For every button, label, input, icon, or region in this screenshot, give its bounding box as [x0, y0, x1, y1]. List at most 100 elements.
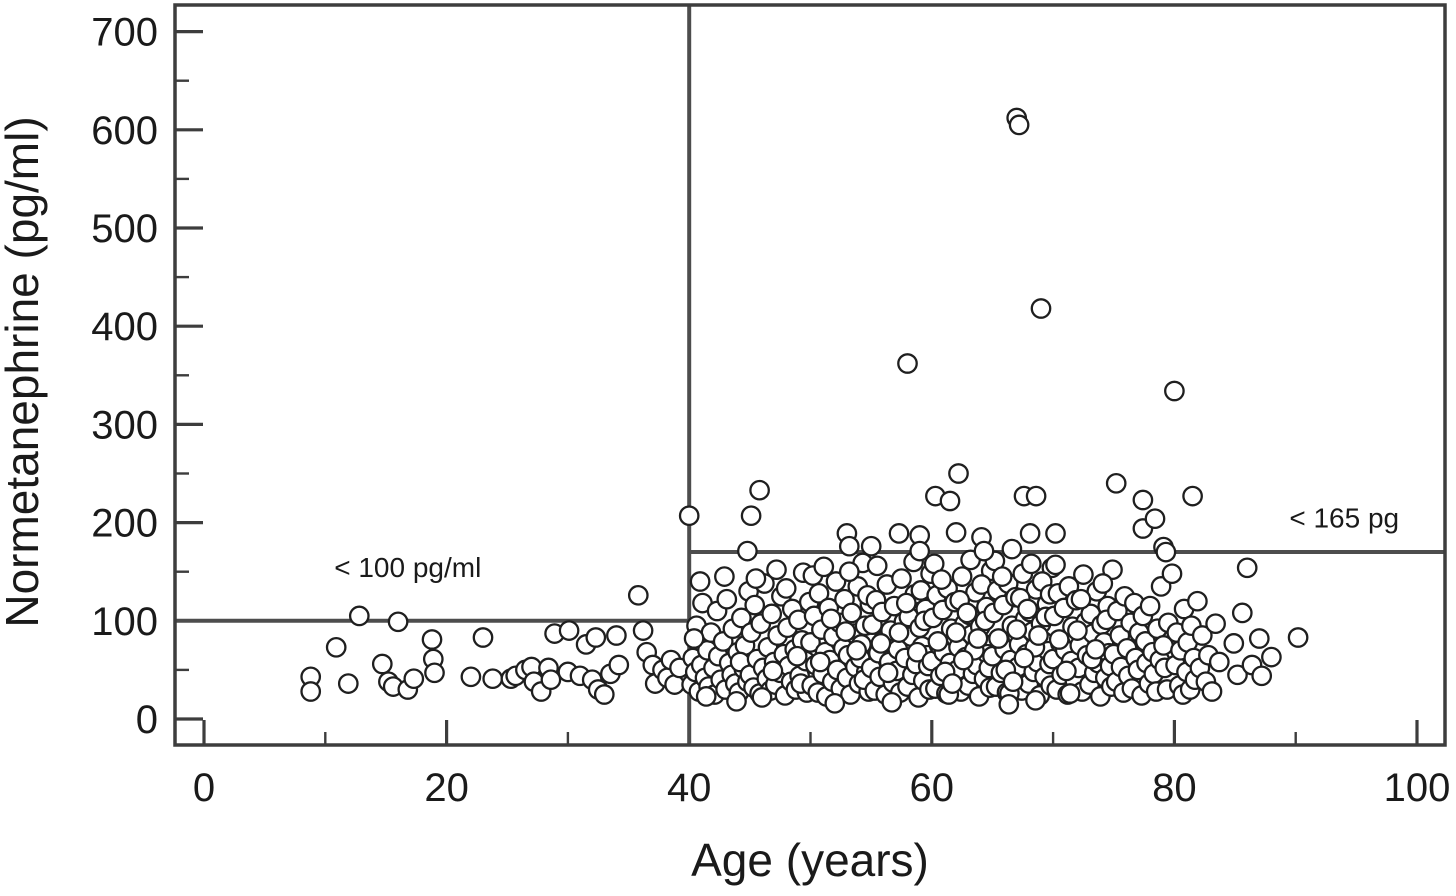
data-point: [967, 628, 989, 649]
data-point: [695, 686, 717, 707]
data-point: [761, 603, 783, 625]
data-point: [1231, 602, 1253, 624]
data-point: [585, 627, 607, 648]
data-point: [744, 594, 766, 616]
data-point: [909, 540, 931, 562]
y-axis-tick-label: 500: [91, 207, 158, 251]
y-axis-tick-label: 300: [91, 403, 158, 447]
data-point: [716, 588, 738, 610]
data-point: [1223, 633, 1245, 654]
data-point: [1085, 638, 1106, 660]
data-point: [472, 627, 494, 648]
data-point: [1164, 380, 1185, 402]
data-point: [1067, 620, 1088, 641]
data-point: [731, 607, 752, 629]
x-axis-tick-label: 60: [910, 766, 955, 810]
data-point: [1139, 595, 1161, 617]
data-point: [931, 569, 952, 590]
data-point: [325, 636, 347, 658]
data-point: [460, 666, 482, 688]
data-point: [1227, 664, 1248, 686]
data-point: [1236, 557, 1258, 579]
data-point: [421, 629, 443, 650]
data-point: [870, 633, 892, 654]
data-point: [1030, 298, 1052, 319]
data-point: [1059, 683, 1081, 704]
data-point: [881, 691, 903, 713]
data-point: [998, 693, 1020, 715]
data-point: [683, 628, 705, 649]
data-point: [838, 535, 860, 557]
data-point: [939, 490, 961, 512]
data-point: [988, 628, 1009, 649]
data-point: [927, 631, 949, 652]
y-axis-tick-label: 700: [91, 11, 158, 55]
data-point: [1019, 523, 1041, 544]
data-point: [1208, 651, 1230, 673]
data-point: [608, 654, 630, 676]
data-point: [838, 561, 860, 583]
data-point: [956, 602, 978, 624]
data-point: [973, 540, 995, 562]
data-point: [1248, 628, 1270, 649]
data-point: [1001, 538, 1023, 560]
data-point: [749, 479, 770, 501]
data-point: [762, 660, 784, 682]
data-point: [1191, 625, 1213, 646]
data-point: [593, 684, 615, 705]
data-point: [888, 622, 910, 643]
data-point: [1155, 541, 1177, 563]
data-point: [387, 611, 409, 633]
data-point: [540, 669, 562, 691]
data-point: [1187, 590, 1208, 612]
data-point: [891, 568, 912, 589]
data-point: [1025, 485, 1047, 507]
data-point: [632, 620, 654, 641]
data-point: [1251, 665, 1273, 687]
data-point: [786, 645, 808, 667]
x-axis-tick-label: 40: [667, 766, 712, 810]
data-point: [1013, 647, 1035, 669]
data-point: [775, 578, 797, 599]
data-point: [906, 641, 928, 663]
data-point: [348, 605, 370, 627]
data-point: [745, 568, 767, 589]
data-point: [866, 555, 888, 577]
data-point: [945, 522, 967, 543]
data-point: [1028, 625, 1049, 646]
y-axis-title: Normetanephrine (pg/ml): [0, 116, 48, 627]
y-axis-tick-label: 100: [91, 600, 158, 644]
data-point: [877, 662, 899, 684]
data-point: [952, 649, 974, 671]
data-point: [897, 353, 918, 374]
y-axis-tick-label: 600: [91, 109, 158, 153]
data-point: [606, 625, 627, 646]
data-point: [337, 673, 359, 694]
data-point: [835, 621, 857, 642]
data-point: [951, 566, 973, 587]
data-point: [1045, 554, 1066, 576]
data-point: [1205, 613, 1226, 635]
plot-frame: [173, 3, 1447, 747]
data-point: [627, 584, 649, 606]
data-point: [424, 662, 445, 684]
data-point: [860, 535, 882, 557]
data-point: [1048, 629, 1070, 650]
data-point: [737, 540, 758, 562]
data-point: [751, 687, 773, 708]
data-point: [1287, 627, 1309, 648]
data-point: [1182, 485, 1203, 507]
x-axis-title: Age (years): [691, 834, 929, 886]
x-axis-tick-label: 80: [1152, 766, 1197, 810]
data-point: [945, 622, 967, 643]
data-point: [1261, 646, 1282, 668]
data-point: [482, 668, 504, 690]
data-point: [1102, 559, 1123, 581]
data-point: [1002, 671, 1024, 693]
data-point: [1073, 564, 1094, 585]
data-point: [689, 571, 711, 592]
data-point: [1092, 573, 1114, 594]
data-point: [820, 608, 842, 630]
data-point: [813, 556, 835, 578]
